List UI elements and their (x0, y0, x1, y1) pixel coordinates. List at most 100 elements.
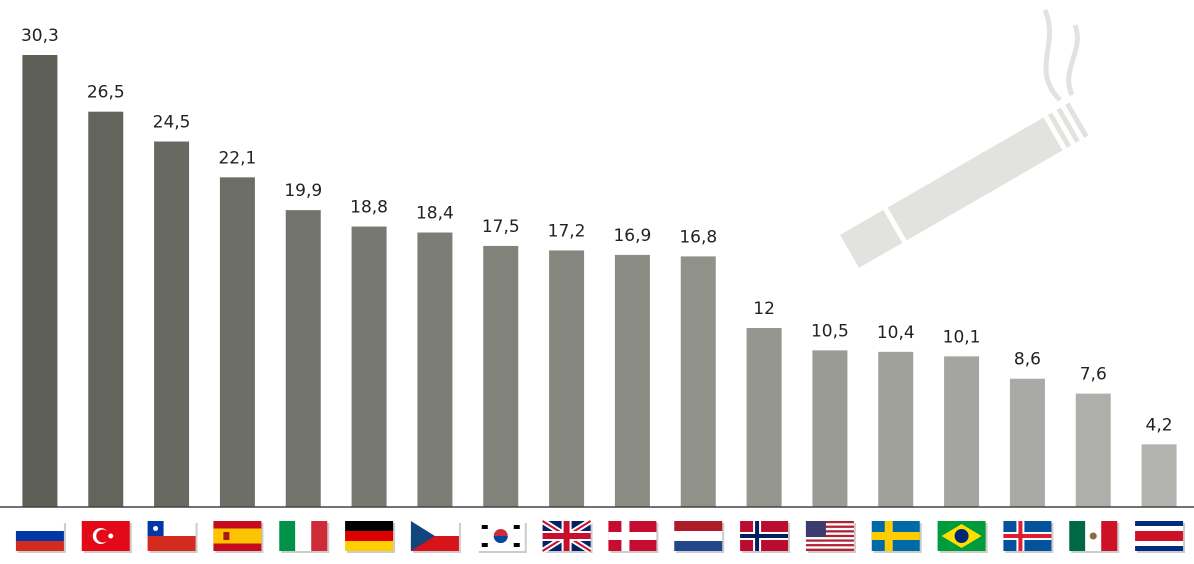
flag-part (410, 521, 435, 551)
flag-part (805, 541, 854, 545)
flag-part (674, 541, 723, 551)
flag (1003, 521, 1054, 553)
flag-part (871, 532, 920, 540)
flag (937, 521, 988, 553)
flag-part (147, 536, 196, 551)
flag-part (805, 544, 854, 547)
flag-part (805, 525, 854, 528)
flag-part (481, 525, 488, 529)
flag-part (279, 521, 296, 551)
flag-part (805, 534, 854, 538)
flag-part (805, 521, 854, 524)
bar (22, 55, 58, 507)
bar (944, 356, 980, 507)
flag-part (805, 527, 854, 531)
flag (740, 521, 791, 553)
flag-part (608, 532, 657, 540)
flag (871, 521, 922, 553)
flag-part (1135, 546, 1184, 551)
flag-part (740, 534, 789, 538)
bar (549, 250, 585, 508)
flag-part (345, 521, 394, 531)
flag-part (493, 536, 508, 543)
bar (417, 232, 453, 507)
flag-part (805, 546, 854, 549)
flag (147, 521, 198, 553)
value-label: 7,6 (1080, 365, 1107, 385)
value-label: 16,8 (679, 227, 717, 247)
flag-part (1135, 531, 1184, 541)
flag-part (542, 533, 591, 539)
flag-part (1003, 534, 1052, 538)
bar (285, 210, 321, 507)
value-label: 17,2 (548, 221, 586, 241)
value-label: 10,5 (811, 321, 849, 341)
flag-part (311, 521, 328, 551)
bar (1009, 378, 1045, 507)
flag-part (1089, 532, 1097, 540)
value-label: 22,1 (218, 148, 256, 168)
flag (345, 521, 396, 553)
bars: 30,3 26,5 24,5 22,1 19,9 18,8 18,4 17,5 17,2 16,9… (21, 26, 1177, 508)
flag-part (805, 523, 854, 526)
flag-part (954, 529, 969, 543)
flag-part (805, 530, 854, 533)
flag-part (805, 537, 854, 540)
value-label: 30,3 (21, 26, 59, 46)
value-label: 17,5 (482, 217, 520, 237)
bar (154, 141, 190, 507)
bar (614, 254, 650, 507)
flag-part (805, 539, 854, 542)
flag-part (15, 521, 64, 531)
flag-part (96, 529, 110, 543)
flag (213, 521, 264, 553)
bar (746, 327, 782, 507)
value-label: 16,9 (613, 226, 651, 246)
flags (15, 518, 1186, 554)
flag-part (1135, 521, 1184, 526)
flag (476, 521, 527, 553)
bar (88, 111, 124, 508)
flag (805, 521, 856, 553)
bar (483, 245, 519, 507)
flag-part (805, 521, 826, 537)
bar (351, 226, 387, 508)
flag-part (213, 528, 262, 544)
flag-part (1135, 541, 1184, 546)
flag-part (295, 521, 312, 551)
flag (1135, 521, 1186, 553)
flag-part (1135, 526, 1184, 531)
bar (219, 177, 255, 507)
flag-part (805, 548, 854, 551)
flag (410, 521, 461, 553)
flag-part (1069, 521, 1086, 551)
flag-part (345, 531, 394, 541)
flag-part (15, 541, 64, 551)
flag-part (674, 531, 723, 541)
value-label: 10,4 (877, 323, 915, 343)
flag (674, 521, 725, 553)
value-label: 19,9 (284, 181, 322, 201)
flag (279, 521, 330, 553)
flag-part (513, 543, 520, 547)
value-label: 26,5 (87, 83, 125, 103)
flag-part (153, 526, 159, 531)
flag (1069, 521, 1120, 553)
flag-part (513, 525, 520, 529)
cigarette-icon (840, 102, 1089, 268)
flag-part (345, 541, 394, 551)
value-label: 18,8 (350, 198, 388, 218)
value-label: 4,2 (1146, 415, 1173, 435)
smoke (1042, 9, 1080, 102)
bar (680, 256, 716, 507)
flag (608, 521, 659, 553)
value-label: 18,4 (416, 204, 454, 224)
bar (878, 351, 914, 507)
bar (1075, 393, 1111, 507)
flag-part (481, 543, 488, 547)
value-label: 24,5 (153, 113, 191, 133)
flag (15, 521, 66, 553)
value-label: 12 (753, 299, 775, 319)
value-label: 10,1 (943, 327, 981, 347)
